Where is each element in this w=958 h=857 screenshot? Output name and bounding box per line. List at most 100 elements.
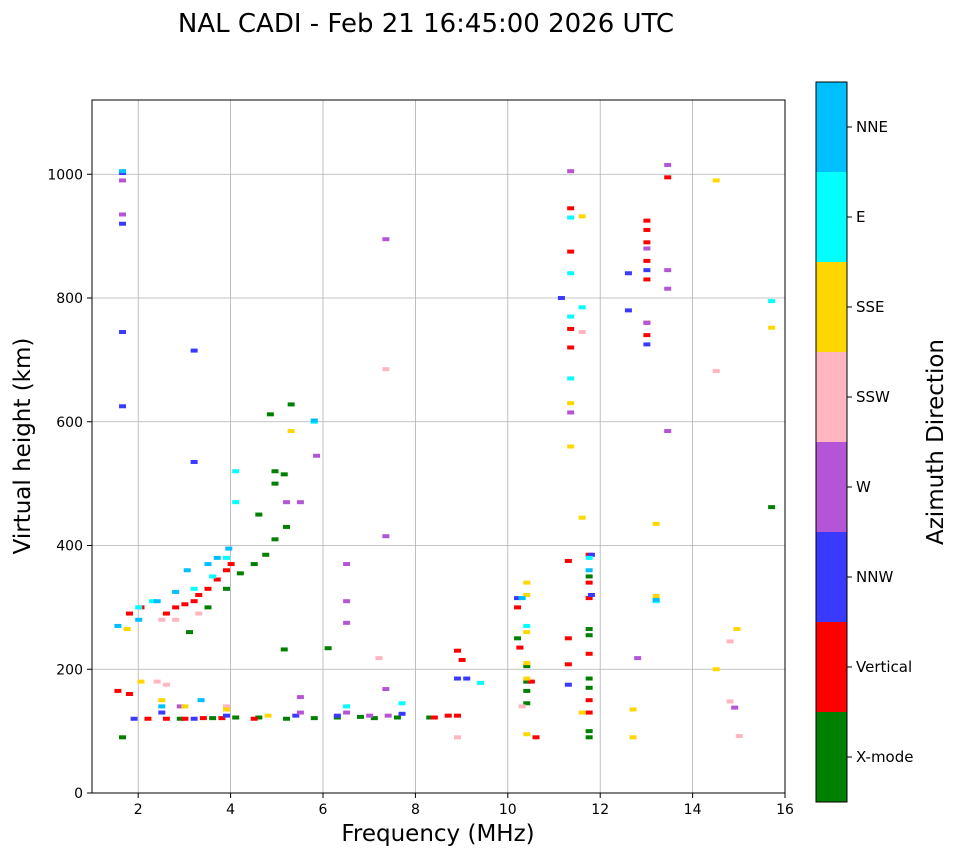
echo-point <box>398 711 406 716</box>
echo-point <box>213 555 221 560</box>
echo-point <box>123 627 131 632</box>
echo-point <box>222 713 230 718</box>
x-axis-label: Frequency (MHz) <box>341 821 534 847</box>
x-tick-label: 16 <box>776 802 794 818</box>
echo-point <box>564 682 572 687</box>
echo-point <box>514 636 522 641</box>
echo-point <box>162 716 170 721</box>
echo-point <box>204 605 212 610</box>
echo-point <box>523 701 531 706</box>
echo-point <box>343 710 351 715</box>
echo-point <box>567 169 575 174</box>
echo-point <box>176 704 184 709</box>
echo-point <box>271 481 279 486</box>
echo-point <box>629 735 637 740</box>
x-tick-label: 10 <box>499 802 517 818</box>
echo-point <box>135 605 143 610</box>
echo-point <box>398 701 406 706</box>
echo-point <box>172 617 180 622</box>
y-tick-label: 800 <box>56 291 83 307</box>
echo-point <box>523 623 531 628</box>
echo-point <box>643 240 651 245</box>
echo-point <box>564 636 572 641</box>
echo-point <box>523 676 531 681</box>
echo-point <box>587 552 595 557</box>
echo-point <box>125 692 133 696</box>
echo-point <box>557 296 565 300</box>
echo-point <box>190 348 198 353</box>
echo-point <box>271 537 279 542</box>
colorbar-swatch <box>816 532 847 622</box>
series-x-mode <box>119 402 776 740</box>
echo-point <box>629 707 637 712</box>
echo-point <box>255 512 263 517</box>
echo-point <box>578 214 586 219</box>
echo-point <box>518 704 526 709</box>
echo-point <box>444 713 452 718</box>
echo-point <box>585 729 593 734</box>
echo-point <box>250 562 258 567</box>
echo-point <box>125 611 133 616</box>
echo-point <box>158 704 166 709</box>
echo-point <box>643 333 651 338</box>
echo-point <box>430 715 438 720</box>
echo-point <box>643 246 651 251</box>
echo-point <box>585 580 593 585</box>
colorbar-swatch <box>816 712 847 802</box>
echo-point <box>585 651 593 656</box>
echo-point <box>181 716 189 721</box>
echo-point <box>578 515 586 520</box>
echo-point <box>567 326 575 331</box>
echo-point <box>181 704 189 709</box>
echo-point <box>523 630 531 635</box>
echo-point <box>564 662 572 667</box>
x-tick-label: 14 <box>684 802 702 818</box>
colorbar-label: Azimuth Direction <box>923 339 949 545</box>
y-axis-label: Virtual height (km) <box>10 338 36 555</box>
plot-grid <box>92 100 786 794</box>
echo-point <box>567 206 575 211</box>
echo-point <box>532 735 540 740</box>
echo-point <box>567 345 575 350</box>
echo-point <box>172 589 180 594</box>
echo-point <box>296 710 304 715</box>
echo-point <box>567 376 575 381</box>
echo-point <box>463 676 471 681</box>
echo-point <box>652 594 660 599</box>
colorbar-swatch <box>816 262 847 352</box>
plot-frame <box>91 99 786 794</box>
echo-point <box>634 656 642 661</box>
echo-point <box>195 593 203 597</box>
echo-point <box>232 715 240 720</box>
echo-point <box>578 330 586 335</box>
echo-point <box>236 571 244 576</box>
echo-point <box>356 714 364 719</box>
echo-point <box>283 500 291 505</box>
echo-point <box>213 577 221 582</box>
echo-point <box>567 215 575 220</box>
echo-point <box>190 599 198 604</box>
colorbar-tick-label: X-mode <box>856 748 913 766</box>
echo-point <box>514 596 522 601</box>
echo-point <box>585 735 593 740</box>
echo-point <box>280 472 288 477</box>
echo-point <box>567 314 575 319</box>
echo-point <box>712 178 720 183</box>
series-e <box>135 215 776 709</box>
echo-point <box>204 586 212 591</box>
echo-point <box>255 715 263 720</box>
echo-point <box>135 617 143 622</box>
echo-point <box>232 500 240 505</box>
echo-point <box>726 699 734 704</box>
echo-point <box>119 735 127 740</box>
echo-point <box>643 218 651 223</box>
colorbar-tick-label: NNE <box>856 118 888 136</box>
echo-point <box>199 716 207 721</box>
echo-point <box>209 716 217 721</box>
echo-point <box>232 469 240 474</box>
echo-point <box>585 596 593 601</box>
azimuth-colorbar: X-mode Vertical NNW W SSW SSE E NNE <box>815 81 913 803</box>
echo-point <box>643 268 651 273</box>
echo-point <box>624 271 632 276</box>
echo-point <box>731 705 739 710</box>
